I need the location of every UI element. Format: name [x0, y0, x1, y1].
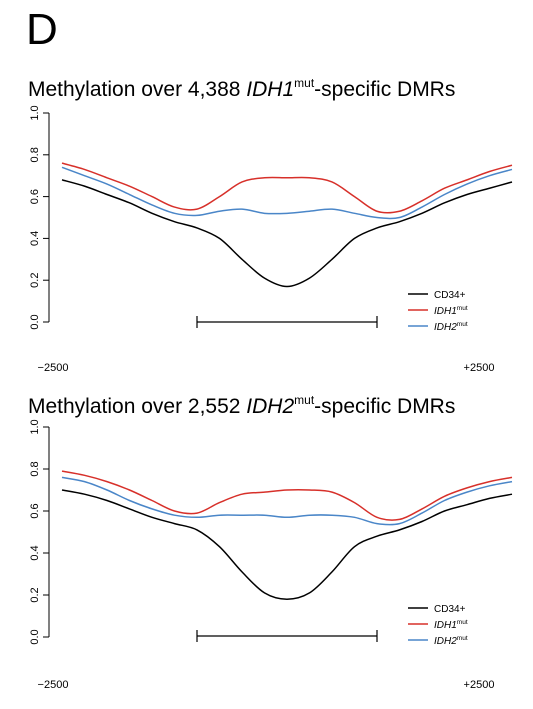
y-tick-label: 0.8 [29, 461, 41, 476]
chart-2-title-prefix: Methylation over 2,552 [28, 395, 247, 418]
chart-2-title-gene: IDH2 [246, 395, 295, 418]
legend-label: IDH1mut [434, 305, 468, 317]
chart-1-title-superscript: mut [294, 76, 315, 90]
series-line-idh2 [61, 476, 513, 526]
y-tick-label: 0.4 [29, 545, 41, 560]
y-tick-label: 0.0 [29, 629, 41, 644]
chart-1: 0.0 0.2 0.4 0.6 0.8 1.0 −2500 +2500 CD34+ IDH1mut… [29, 105, 513, 374]
legend-label: IDH2mut [434, 635, 468, 647]
chart-2: 0.0 0.2 0.4 0.6 0.8 1.0 −2500 +2500 CD34+ IDH1mut… [29, 419, 513, 691]
y-tick-label: 1.0 [29, 105, 41, 120]
y-tick-label: 0.4 [29, 231, 41, 246]
legend-label: CD34+ [434, 290, 466, 301]
x-tick-label: −2500 [38, 679, 69, 691]
y-tick-label: 0.8 [29, 147, 41, 162]
series-line-cd34 [61, 179, 513, 288]
y-tick-label: 1.0 [29, 419, 41, 434]
chart-2-title: Methylation over 2,552 IDH2mut-specific … [28, 394, 455, 417]
series-line-cd34 [61, 489, 513, 600]
chart-1-title-gene: IDH1 [246, 78, 295, 101]
legend-label: IDH1mut [434, 619, 468, 631]
x-tick-label: −2500 [38, 362, 69, 374]
legend-label: CD34+ [434, 604, 466, 615]
x-tick-label: +2500 [464, 362, 495, 374]
chart-1-title-suffix: -specific DMRs [314, 78, 456, 101]
chart-2-title-superscript: mut [294, 393, 315, 407]
series-line-idh2 [61, 166, 513, 220]
chart-2-title-suffix: -specific DMRs [314, 395, 456, 418]
series-line-idh1 [61, 162, 513, 214]
chart-1-title-prefix: Methylation over 4,388 [28, 78, 247, 101]
series-line-idh1 [61, 470, 513, 521]
x-tick-label: +2500 [464, 679, 495, 691]
legend-label: IDH2mut [434, 321, 468, 333]
y-tick-label: 0.6 [29, 189, 41, 204]
y-tick-label: 0.2 [29, 587, 41, 602]
y-tick-label: 0.0 [29, 314, 41, 329]
chart-1-title: Methylation over 4,388 IDH1mut-specific … [28, 77, 455, 100]
y-tick-label: 0.6 [29, 503, 41, 518]
y-tick-label: 0.2 [29, 273, 41, 288]
panel-label: D [26, 5, 58, 54]
